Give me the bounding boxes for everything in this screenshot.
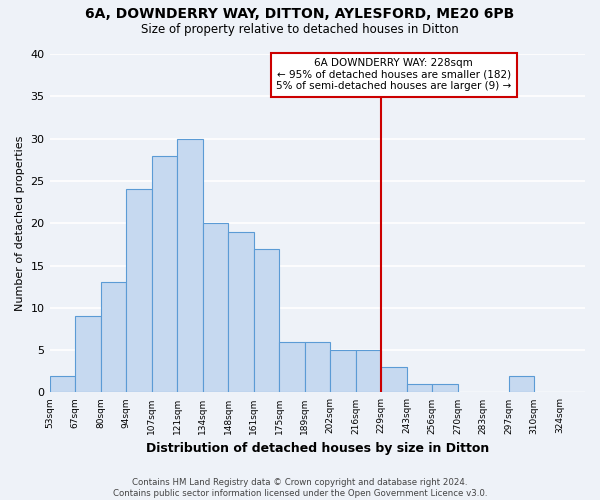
Bar	[75, 316, 101, 392]
Bar	[432, 384, 458, 392]
Bar	[407, 384, 432, 392]
Bar	[152, 156, 177, 392]
Text: Size of property relative to detached houses in Ditton: Size of property relative to detached ho…	[141, 22, 459, 36]
Bar	[279, 342, 305, 392]
Bar	[254, 248, 279, 392]
Bar	[381, 367, 407, 392]
Bar	[177, 138, 203, 392]
Bar	[203, 223, 228, 392]
Bar	[101, 282, 126, 393]
Text: Contains HM Land Registry data © Crown copyright and database right 2024.
Contai: Contains HM Land Registry data © Crown c…	[113, 478, 487, 498]
Bar	[305, 342, 330, 392]
Bar	[509, 376, 534, 392]
Bar	[50, 376, 75, 392]
Bar	[330, 350, 356, 393]
Text: 6A DOWNDERRY WAY: 228sqm
← 95% of detached houses are smaller (182)
5% of semi-d: 6A DOWNDERRY WAY: 228sqm ← 95% of detach…	[276, 58, 511, 92]
Text: 6A, DOWNDERRY WAY, DITTON, AYLESFORD, ME20 6PB: 6A, DOWNDERRY WAY, DITTON, AYLESFORD, ME…	[85, 8, 515, 22]
Bar	[126, 190, 152, 392]
X-axis label: Distribution of detached houses by size in Ditton: Distribution of detached houses by size …	[146, 442, 489, 455]
Bar	[356, 350, 381, 393]
Bar	[228, 232, 254, 392]
Y-axis label: Number of detached properties: Number of detached properties	[15, 136, 25, 311]
